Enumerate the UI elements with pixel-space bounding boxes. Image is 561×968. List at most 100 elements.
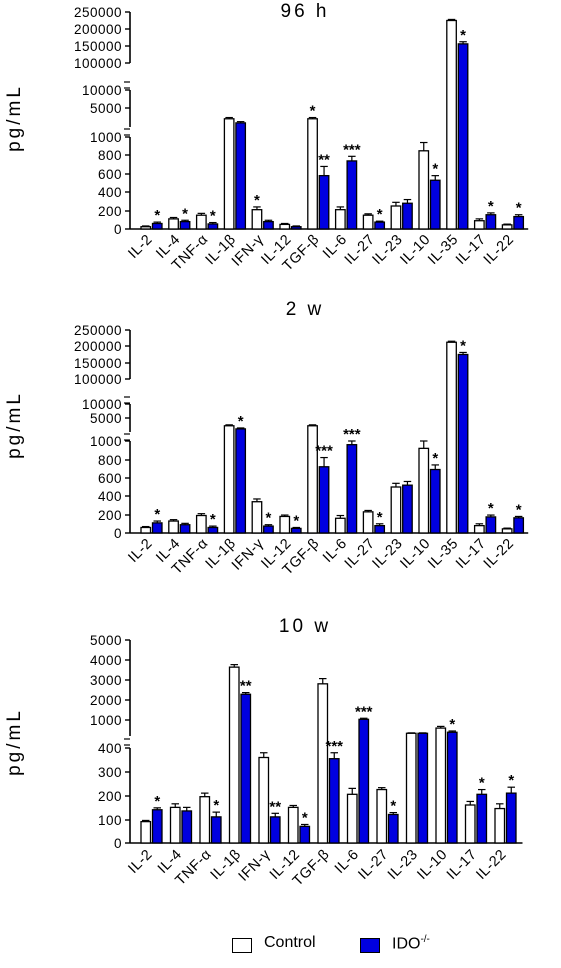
axis-break (124, 434, 130, 440)
significance-marker: * (210, 511, 216, 528)
ido-bar-IL-2 (151, 522, 163, 534)
ido-bar-IL-6 (358, 718, 370, 844)
x-category-label: IL-10 (397, 232, 433, 268)
control-bar-IL-22 (494, 807, 506, 844)
significance-marker: * (266, 510, 272, 527)
y-tick-label: 600 (98, 471, 122, 486)
ido-bar-TGF-β (328, 758, 340, 844)
ido-bar-IL-17 (485, 214, 497, 230)
ido-bar-IL-22 (505, 792, 517, 844)
ido-bar-TNF-α (207, 223, 219, 230)
significance-marker: * (254, 192, 260, 209)
significance-marker: * (310, 103, 316, 120)
y-axis-label: pg/mL (4, 708, 25, 776)
legend-swatch-ido (360, 938, 380, 953)
y-tick-label: 100000 (74, 56, 122, 71)
x-category-label: IL-35 (425, 232, 461, 268)
control-bar-IL-17 (473, 220, 485, 230)
y-tick-label: 400 (98, 741, 122, 756)
significance-marker: * (377, 509, 383, 526)
control-bar-IL-1β (228, 666, 240, 844)
x-category-label: IFN-γ (236, 846, 274, 884)
significance-marker: *** (325, 738, 343, 755)
significance-marker: * (154, 793, 160, 810)
ido-bar-IL-2 (151, 222, 163, 230)
significance-marker: *** (315, 443, 333, 460)
control-bar-IL-17 (464, 804, 476, 844)
control-bar-TNF-α (195, 514, 207, 534)
control-bar-IL-10 (435, 727, 447, 844)
panel-title: 2 w (286, 299, 325, 320)
x-category-label: IL-23 (385, 847, 421, 883)
axis-break (124, 397, 130, 403)
x-category-label: IL-22 (473, 847, 509, 883)
control-bar-IL-27 (362, 511, 374, 534)
y-tick-label: 1000 (90, 434, 122, 449)
y-tick-label: 10000 (82, 397, 122, 412)
control-bar-IL-35 (446, 341, 457, 534)
y-tick-label: 0 (114, 836, 122, 851)
significance-marker: * (302, 809, 308, 826)
x-category-label: IL-2 (125, 847, 155, 877)
legend-swatch-control (232, 938, 252, 953)
y-tick-label: 200 (98, 508, 122, 523)
control-bar-IL-17 (473, 524, 485, 534)
x-category-label: IL-22 (481, 536, 517, 572)
control-bar-IL-1β (223, 425, 235, 534)
y-tick-label: 0 (114, 222, 122, 237)
y-tick-label: 800 (98, 148, 122, 163)
significance-marker: * (516, 501, 522, 518)
ido-bar-IL-23 (402, 202, 413, 230)
ido-bar-IL-17 (476, 793, 488, 844)
control-bar-IL-27 (362, 214, 374, 230)
ido-bar-IFN-γ (263, 525, 274, 534)
x-category-label: IL-2 (125, 232, 155, 262)
significance-marker: ** (318, 151, 330, 168)
y-tick-label: 200 (98, 789, 122, 804)
significance-marker: * (516, 200, 522, 217)
y-tick-label: 600 (98, 167, 122, 182)
ido-bar-IFN-γ (263, 220, 274, 230)
x-category-label: IL-17 (444, 847, 480, 883)
control-bar-IL-4 (169, 806, 181, 844)
significance-marker: * (210, 208, 216, 225)
y-tick-label: 5000 (90, 411, 122, 426)
ido-bar-IL-27 (374, 524, 386, 534)
y-tick-label: 5000 (90, 633, 122, 648)
control-bar-IL-10 (418, 150, 430, 230)
significance-marker: * (508, 772, 514, 789)
legend: Control IDO-/- (232, 934, 532, 958)
x-category-label: IL-23 (370, 232, 406, 268)
panel-1: 96 h pg/mL 0 200 400 600 800 1000 5000 10000 10000… (4, 1, 529, 274)
ido-bar-IL-23 (417, 732, 429, 844)
y-tick-label: 400 (98, 489, 122, 504)
control-bar-IL-10 (418, 447, 430, 534)
y-tick-label: 5000 (90, 101, 122, 116)
panel-title: 10 w (279, 616, 331, 637)
y-axis-label: pg/mL (4, 84, 25, 152)
control-bar-IL-2 (140, 820, 152, 844)
ido-bar-IL-1β (235, 428, 247, 534)
panel-title: 96 h (281, 1, 330, 22)
ido-bar-TNF-α (210, 816, 222, 844)
significance-marker: *** (355, 703, 373, 720)
y-tick-label: 2000 (90, 693, 122, 708)
x-category-label: IL-23 (370, 536, 406, 572)
control-bar-IL-2 (140, 526, 152, 534)
control-bar-TGF-β (317, 683, 329, 844)
y-tick-label: 3000 (90, 673, 122, 688)
x-category-label: IL-10 (397, 536, 433, 572)
ido-bar-IL-2 (151, 809, 163, 844)
y-tick-label: 250000 (74, 323, 122, 338)
ido-bar-TNF-α (207, 526, 219, 534)
significance-marker: * (460, 337, 466, 354)
y-axis-label: pg/mL (4, 391, 25, 459)
y-tick-label: 10000 (82, 83, 122, 98)
x-category-label: IFN-γ (229, 535, 267, 573)
significance-marker: *** (343, 141, 361, 158)
control-bar-IL-35 (446, 19, 457, 230)
x-category-label: IL-27 (342, 232, 378, 268)
control-bar-IL-12 (279, 223, 291, 230)
significance-marker: * (390, 798, 396, 815)
